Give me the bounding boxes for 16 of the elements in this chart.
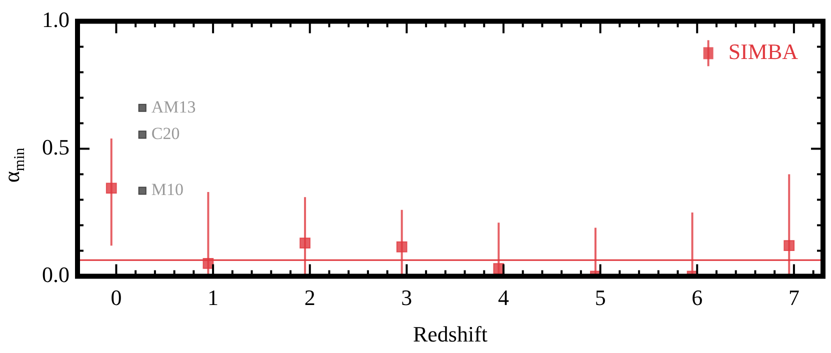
x-tick-label: 6 [692,285,703,310]
series-label: M10 [151,180,184,200]
y-tick-label: 0.0 [42,262,70,287]
x-tick-label: 5 [594,285,606,310]
x-tick-label: 3 [401,285,412,310]
x-tick-label: 2 [304,285,316,310]
x-tick-label: 1 [208,285,219,310]
series-label: AM13 [151,97,196,116]
legend-label: SIMBA [728,38,798,64]
series-label: C20 [151,124,180,144]
x-tick-label: 0 [110,285,122,310]
y-tick-label: 1.0 [42,6,70,32]
y-tick-label: 0.5 [42,134,70,160]
x-tick-label: 4 [498,285,509,310]
x-tick-label: 7 [788,285,800,310]
x-axis-title: Redshift [412,322,488,347]
